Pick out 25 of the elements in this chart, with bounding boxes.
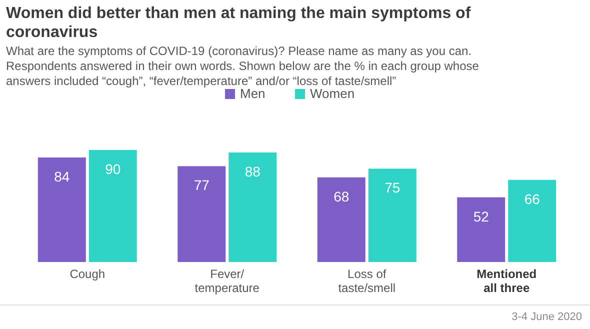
chart-title: Women did better than men at naming the main symptoms of coronavirus <box>6 5 472 41</box>
data-label: 84 <box>54 168 70 184</box>
x-tick-label: Mentioned all three <box>476 267 537 295</box>
data-label: 88 <box>244 163 261 180</box>
bar <box>228 152 277 262</box>
data-label: 52 <box>473 208 490 224</box>
text: 3-4 June 2020 <box>512 311 582 323</box>
x-tick-label: Cough <box>70 267 106 281</box>
bar <box>88 150 137 262</box>
legend-label: Women <box>310 86 355 101</box>
bar <box>178 166 226 262</box>
data-label: 66 <box>524 190 540 207</box>
data-label: 68 <box>334 188 350 204</box>
bar <box>508 180 556 262</box>
chart-subtitle: What are the symptoms of COVID-19 (coronavirus)? Please name as many as you can. Respondents answered in their own words. Shown below are the % in each group whose answers included “cough”, “fever/temperature” and/or “loss of taste/smell” <box>6 44 480 88</box>
x-tick-label: Fever/ temperature <box>194 267 260 295</box>
bar <box>457 197 506 262</box>
data-label: 75 <box>384 180 400 196</box>
bar <box>38 157 86 262</box>
bar <box>317 177 366 262</box>
legend-label: Men <box>240 86 266 101</box>
bar <box>368 168 416 262</box>
data-label: 77 <box>194 177 210 194</box>
data-label: 90 <box>105 161 121 177</box>
x-tick-label: Loss of taste/smell <box>338 267 396 295</box>
